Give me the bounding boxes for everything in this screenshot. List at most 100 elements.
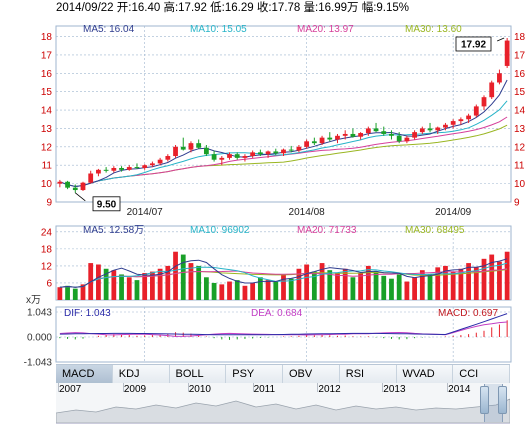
candle-body [335, 135, 340, 140]
candle-body [497, 73, 502, 83]
candle-body [234, 154, 240, 158]
volume-bar [435, 267, 441, 300]
candle-body [489, 82, 495, 98]
price-tick-right: 12 [514, 142, 526, 153]
macd-tick-label: -1.043 [24, 358, 53, 369]
volume-bar [265, 280, 271, 300]
candle-body [373, 128, 379, 132]
volume-bar [57, 287, 63, 300]
volume-bar [96, 264, 101, 300]
high-callout-box [455, 36, 492, 52]
candle-body [157, 159, 163, 164]
candle-body [435, 127, 441, 131]
macd-tick-label: 1.043 [27, 308, 52, 319]
candle-body [219, 157, 225, 160]
candle-body [304, 141, 310, 147]
candle-body [88, 173, 94, 183]
volume-bar [119, 274, 124, 300]
low-callout-pointer [75, 192, 86, 202]
candle-body [358, 133, 364, 137]
indicator-tabs: MACD KDJ BOLL PSY OBV RSI WVAD CCI [56, 364, 510, 384]
price-tick-left: 18 [41, 32, 53, 43]
price-tick-left: 15 [41, 87, 53, 98]
navigator-year-label: 2007 [59, 384, 82, 395]
volume-bar [150, 271, 155, 300]
volume-bar [157, 268, 163, 300]
candle-body [72, 187, 78, 191]
volume-tick-label: 24 [41, 227, 53, 238]
volume-bar [319, 263, 325, 300]
candle-body [296, 146, 302, 151]
volume-bar [180, 254, 186, 300]
volume-bar [234, 280, 240, 300]
tab-psy[interactable]: PSY [226, 365, 283, 383]
tab-wvad[interactable]: WVAD [396, 365, 454, 383]
volume-ma5-line [59, 258, 508, 288]
price-tick-right: 10 [514, 179, 526, 190]
price-tick-left: 16 [41, 69, 53, 80]
volume-bar [80, 284, 86, 300]
volume-bar [389, 278, 394, 300]
legend-ma5: MA5: 12.58万 [83, 225, 144, 236]
volume-bar [296, 268, 302, 300]
candle-body [242, 156, 248, 158]
navigator-left-handle[interactable] [480, 386, 489, 414]
macd-tick-label: 0.000 [27, 333, 52, 344]
candle-body [288, 149, 294, 151]
tab-rsi[interactable]: RSI [339, 365, 397, 383]
candle-body [319, 137, 325, 144]
candle-body [173, 146, 178, 157]
volume-bar [304, 264, 310, 300]
volume-bar [165, 265, 171, 300]
tab-kdj[interactable]: KDJ [112, 365, 170, 383]
volume-bar [381, 275, 387, 300]
candle-body [188, 143, 194, 150]
candle-body [481, 97, 487, 107]
candle-body [281, 149, 286, 154]
volume-bar [419, 270, 425, 300]
candle-body [389, 133, 394, 136]
dif-line [59, 313, 508, 336]
candle-body [227, 154, 232, 158]
volume-bar [211, 282, 217, 300]
legend-ma5: MA5: 16.04 [83, 24, 135, 35]
volume-bar [65, 285, 70, 300]
candle-body [265, 151, 271, 155]
navigator-year-label: 2014 [448, 384, 471, 395]
low-callout-box [92, 196, 121, 212]
macd-legend-dea: DEA: 0.684 [251, 308, 303, 319]
volume-tick-label: 12 [41, 261, 53, 272]
candle-body [419, 128, 425, 133]
volume-bar [281, 274, 286, 300]
candle-body [119, 167, 124, 170]
volume-tick-label: 6 [46, 278, 52, 289]
volume-bar [350, 277, 356, 300]
candle-body [350, 133, 356, 137]
price-tick-left: 17 [41, 50, 53, 61]
legend-ma10: MA10: 96902 [190, 225, 250, 236]
navigator-year-tick [58, 383, 59, 392]
price-tick-right: 18 [514, 32, 526, 43]
tab-macd[interactable]: MACD [56, 365, 113, 383]
volume-bar [443, 265, 448, 300]
tab-boll[interactable]: BOLL [169, 365, 227, 383]
candle-body [450, 121, 456, 125]
candle-body [203, 147, 209, 155]
candle-body [57, 181, 63, 184]
tab-cci[interactable]: CCI [453, 365, 510, 383]
volume-bar [466, 263, 471, 300]
candle-body [165, 156, 171, 160]
candle-body [504, 40, 510, 66]
candle-body [365, 128, 371, 134]
macd-legend-dif: DIF: 1.043 [64, 308, 111, 319]
price-tick-left: 14 [41, 106, 53, 117]
tab-obv[interactable]: OBV [283, 365, 340, 383]
volume-bar [396, 274, 402, 300]
navigator-right-handle[interactable] [498, 386, 507, 414]
candle-body [473, 106, 479, 116]
volume-bar [450, 271, 456, 300]
volume-bar [342, 268, 348, 300]
price-x-label: 2014/09 [435, 207, 472, 218]
volume-bar [358, 273, 364, 300]
